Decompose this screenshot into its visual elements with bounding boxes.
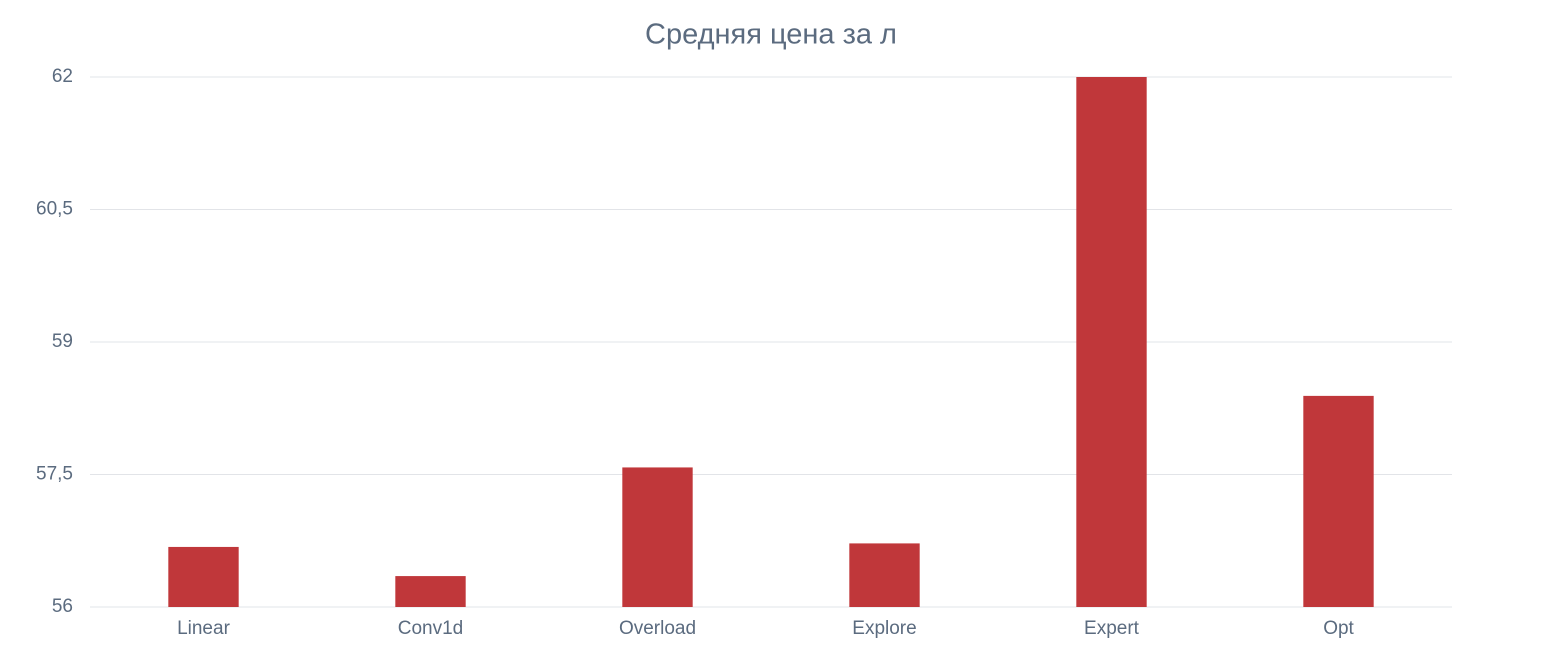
x-tick-label: Expert	[1084, 618, 1140, 639]
y-tick-label: 62	[52, 66, 73, 87]
x-tick-label: Conv1d	[398, 618, 464, 639]
y-tick-label: 57,5	[36, 464, 73, 485]
bar	[1303, 395, 1374, 607]
bar	[1076, 77, 1147, 607]
x-tick-label: Opt	[1323, 618, 1354, 639]
bar	[849, 543, 920, 607]
x-tick-label: Explore	[852, 618, 916, 639]
x-tick-label: Overload	[619, 618, 696, 639]
bar	[168, 546, 239, 607]
bar	[622, 467, 693, 607]
bar	[395, 576, 466, 607]
y-tick-label: 60,5	[36, 199, 73, 220]
y-tick-label: 59	[52, 331, 73, 352]
y-tick-label: 56	[52, 596, 73, 617]
x-tick-label: Linear	[177, 618, 230, 639]
chart-title: Средняя цена за л	[645, 19, 897, 51]
